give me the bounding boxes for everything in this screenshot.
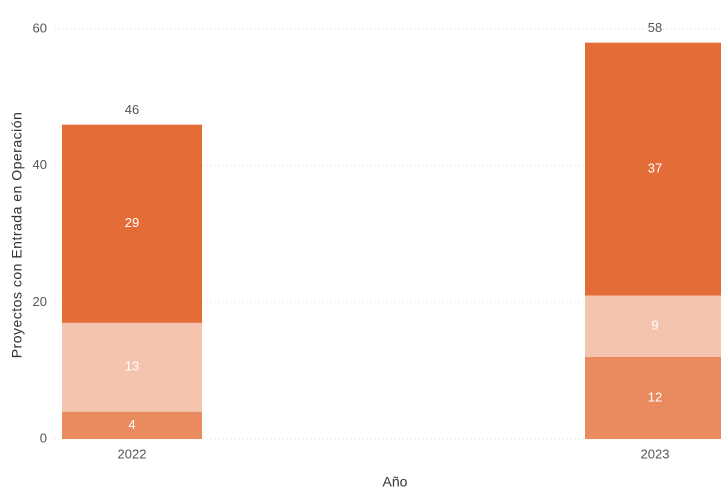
bar-segment (62, 322, 202, 412)
y-tick-label: 40 (33, 157, 47, 172)
y-tick-label: 60 (33, 20, 47, 35)
x-tick-label: 2023 (641, 446, 670, 461)
bar-segment (585, 42, 721, 296)
value-label: 37 (648, 161, 662, 176)
y-axis-title: Proyectos con Entrada en Operación (9, 112, 25, 359)
x-tick-label: 2022 (118, 446, 147, 461)
value-label: 4 (128, 417, 135, 432)
value-label: 13 (125, 359, 139, 374)
y-tick-label: 0 (40, 430, 47, 445)
total-label: 58 (648, 20, 662, 35)
x-axis-title: Año (383, 474, 408, 490)
bar-segment (62, 124, 202, 323)
value-label: 29 (125, 215, 139, 230)
bar-segment (585, 295, 721, 357)
y-tick-label: 20 (33, 294, 47, 309)
value-label: 12 (648, 389, 662, 404)
bar-segment (62, 411, 202, 439)
value-label: 9 (651, 318, 658, 333)
bar-segment (585, 357, 721, 439)
total-label: 46 (125, 102, 139, 117)
